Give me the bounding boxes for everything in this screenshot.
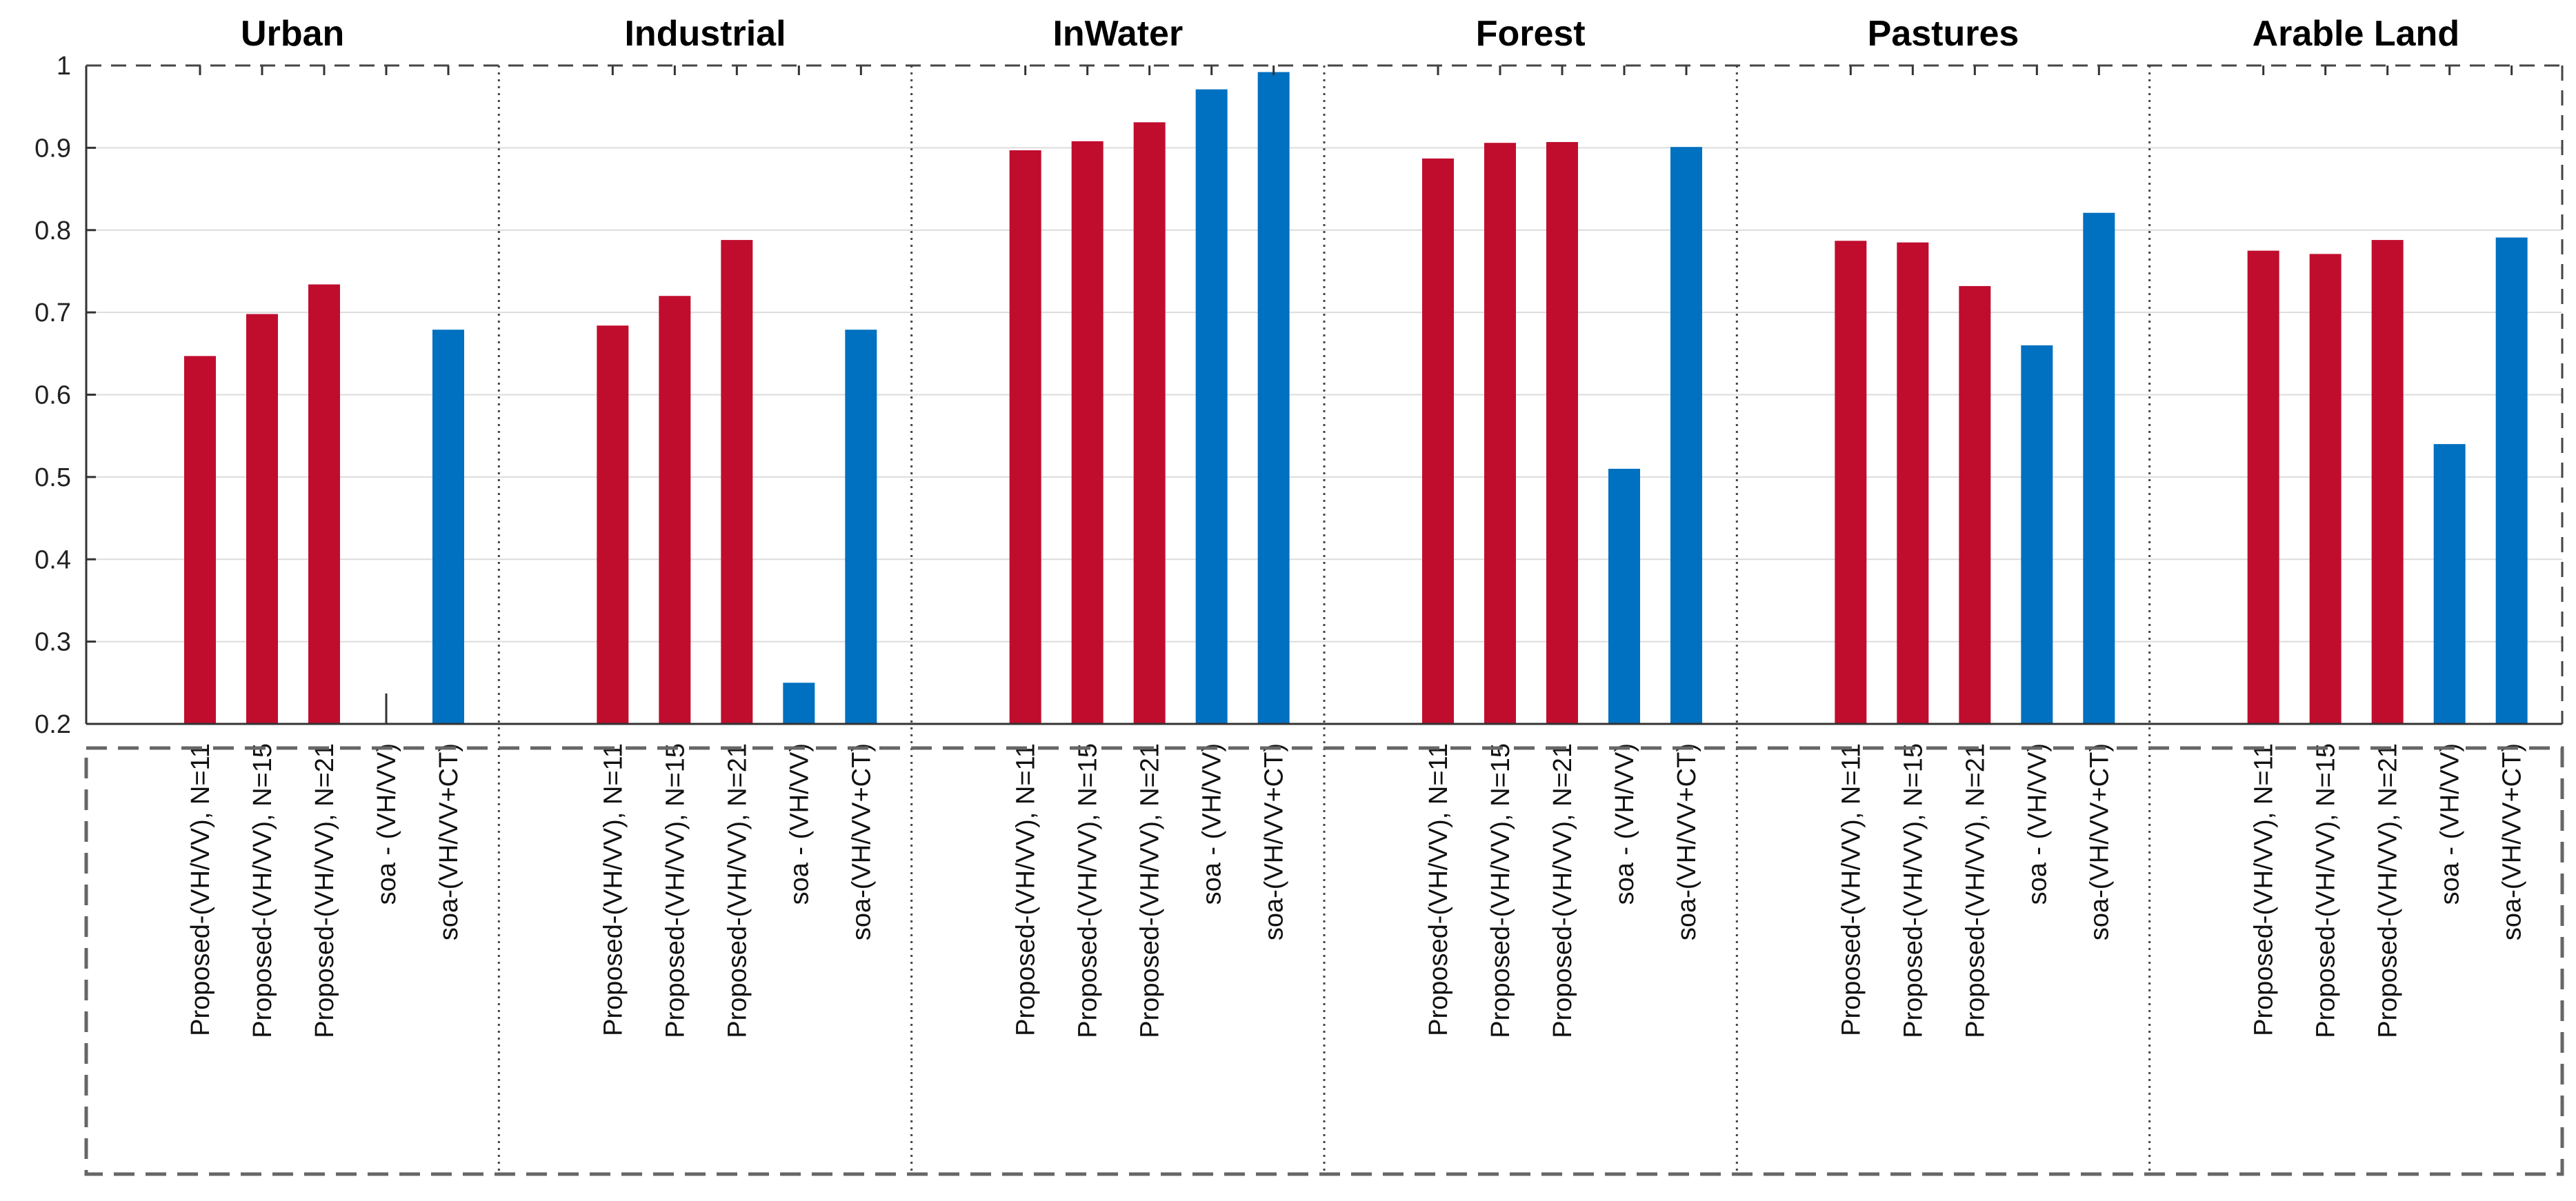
x-tick-label: soa - (VH/VV) xyxy=(1198,743,1227,905)
bar-soa xyxy=(1670,147,1702,724)
y-tick-label: 0.7 xyxy=(34,299,71,327)
bar-proposed xyxy=(597,325,629,725)
legend-frame xyxy=(84,746,2564,1176)
y-tick-label: 0.2 xyxy=(34,710,71,739)
x-tick-label: Proposed-(VH/VV), N=11 xyxy=(599,743,628,1036)
bar-soa xyxy=(2495,237,2528,724)
axes-layer xyxy=(85,64,2564,725)
x-tick-labels: Proposed-(VH/VV), N=11 Proposed-(VH/VV), … xyxy=(186,743,2527,1038)
group-titles: Urban Industrial InWater Forest Pastures Arab… xyxy=(241,14,2459,54)
bar-soa xyxy=(1257,72,1290,725)
group-title: InWater xyxy=(1052,14,1183,54)
bar-proposed xyxy=(184,356,216,724)
x-tick-label: Proposed-(VH/VV), N=21 xyxy=(2374,743,2403,1038)
group-title: Industrial xyxy=(624,14,786,54)
grid-layer xyxy=(86,147,2562,643)
x-tick-label: Proposed-(VH/VV), N=11 xyxy=(2250,743,2279,1036)
bar-proposed xyxy=(246,314,278,724)
y-tick-label: 0.6 xyxy=(34,381,71,410)
x-tick-label: Proposed-(VH/VV), N=15 xyxy=(2312,743,2341,1038)
x-tick-label: soa - (VH/VV) xyxy=(1610,743,1639,905)
bar-proposed xyxy=(1835,241,1867,724)
x-tick-label: soa-(VH/VV+CT) xyxy=(2085,743,2114,940)
bar-proposed xyxy=(2247,250,2279,724)
bars-layer xyxy=(184,72,2528,725)
bar-soa xyxy=(845,330,877,725)
x-tick-label: Proposed-(VH/VV), N=11 xyxy=(186,743,215,1036)
group-separators xyxy=(497,65,2151,1172)
x-tick-label: Proposed-(VH/VV), N=21 xyxy=(1136,743,1165,1038)
bar-soa xyxy=(432,330,464,725)
bar-proposed xyxy=(1959,285,1991,724)
bar-proposed xyxy=(1071,141,1104,724)
x-tick-label: soa-(VH/VV+CT) xyxy=(847,743,876,940)
y-tick-label: 0.3 xyxy=(34,628,71,657)
x-tick-label: Proposed-(VH/VV), N=21 xyxy=(1961,743,1990,1038)
bar-proposed xyxy=(1422,158,1454,725)
x-tick-label: Proposed-(VH/VV), N=15 xyxy=(248,743,277,1038)
bar-proposed xyxy=(1546,142,1578,725)
bar-soa xyxy=(2083,212,2115,724)
y-tick-label: 0.9 xyxy=(34,134,71,163)
group-title: Pastures xyxy=(1868,14,2019,54)
x-tick-label: soa - (VH/VV) xyxy=(2023,743,2052,905)
bar-proposed xyxy=(2371,240,2404,724)
x-tick-label: Proposed-(VH/VV), N=21 xyxy=(1548,743,1577,1038)
x-tick-label: Proposed-(VH/VV), N=15 xyxy=(1486,743,1515,1038)
x-tick-label: soa-(VH/VV+CT) xyxy=(1260,743,1289,940)
x-tick-label: Proposed-(VH/VV), N=11 xyxy=(1424,743,1453,1036)
x-tick-label: soa - (VH/VV) xyxy=(372,743,401,905)
group-title: Arable Land xyxy=(2253,14,2460,54)
bar-proposed xyxy=(1897,242,1929,724)
bar-soa xyxy=(2433,444,2466,724)
x-tick-label: Proposed-(VH/VV), N=21 xyxy=(723,743,752,1038)
bar-proposed xyxy=(1133,122,1166,724)
bar-soa xyxy=(2021,345,2053,724)
group-title: Urban xyxy=(241,14,344,54)
bar-proposed xyxy=(308,284,340,725)
x-tick-label: Proposed-(VH/VV), N=11 xyxy=(1837,743,1866,1036)
x-tick-label: soa-(VH/VV+CT) xyxy=(2498,743,2527,940)
x-tick-label: Proposed-(VH/VV), N=15 xyxy=(1899,743,1928,1038)
x-tick-label: Proposed-(VH/VV), N=21 xyxy=(310,743,339,1038)
bar-proposed xyxy=(1484,143,1516,724)
x-tick-label: soa-(VH/VV+CT) xyxy=(1673,743,1701,940)
y-tick-label: 0.5 xyxy=(34,463,71,492)
bar-proposed xyxy=(721,240,753,724)
bar-soa xyxy=(1195,89,1228,724)
bar-proposed xyxy=(1009,150,1041,725)
y-tick-label: 0.8 xyxy=(34,216,71,245)
bar-soa xyxy=(783,683,815,724)
x-tick-label: soa-(VH/VV+CT) xyxy=(435,743,463,940)
x-tick-label: Proposed-(VH/VV), N=11 xyxy=(1012,743,1041,1036)
bar-proposed xyxy=(659,296,691,724)
y-tick-label: 0.4 xyxy=(34,545,71,574)
x-tick-label: Proposed-(VH/VV), N=15 xyxy=(1074,743,1103,1038)
y-tick-label: 1 xyxy=(57,52,71,81)
bar-proposed xyxy=(2309,254,2342,724)
y-tick-labels: 0.2 0.3 0.4 0.5 0.6 0.7 0.8 0.9 1 xyxy=(34,52,71,739)
x-tick-label: Proposed-(VH/VV), N=15 xyxy=(661,743,690,1038)
x-tick-label: soa - (VH/VV) xyxy=(785,743,814,905)
x-tick-label: soa - (VH/VV) xyxy=(2436,743,2465,905)
group-title: Forest xyxy=(1476,14,1586,54)
bar-soa xyxy=(1608,468,1640,724)
